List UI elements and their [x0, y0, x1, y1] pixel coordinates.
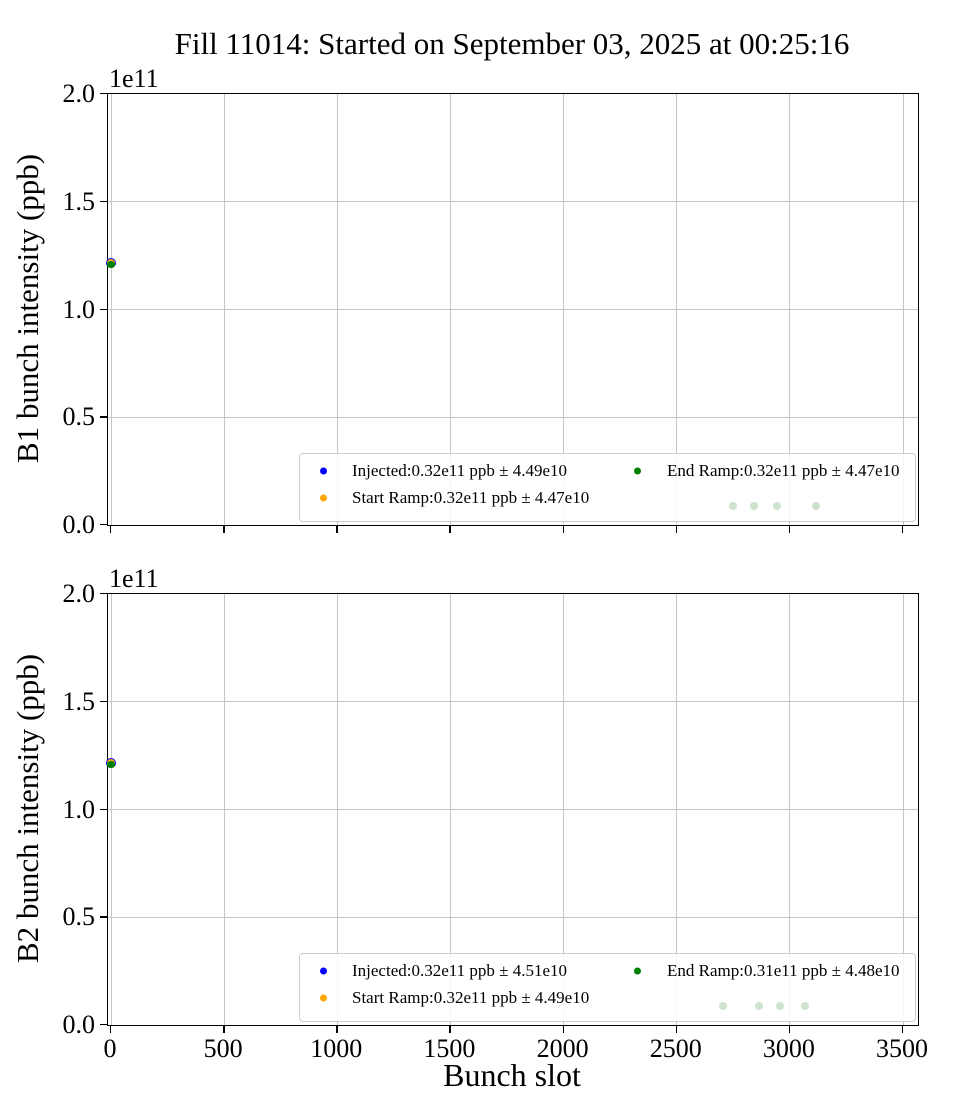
- faint-data-point: [729, 501, 738, 510]
- y-gridline: [108, 309, 918, 310]
- y-axis-offset-label-b1: 1e11: [109, 64, 159, 93]
- x-tick-label: 3500: [876, 1034, 928, 1063]
- figure-title: Fill 11014: Started on September 03, 202…: [174, 26, 850, 61]
- faint-data-point: [811, 501, 820, 510]
- legend-entry: Injected:0.32e11 ppb ± 4.49e10: [300, 461, 915, 481]
- y-tick-label: 2.0: [62, 579, 96, 608]
- legend-entry: End Ramp:0.31e11 ppb ± 4.48e10: [300, 961, 915, 981]
- x-tick-mark: [788, 526, 791, 533]
- legend-label: Injected:0.32e11 ppb ± 4.51e10: [352, 961, 568, 980]
- x-tick-mark: [675, 526, 678, 533]
- x-axis-label: Bunch slot: [443, 1057, 581, 1093]
- y-tick-label: 1.5: [62, 686, 96, 716]
- legend-entry: End Ramp:0.32e11 ppb ± 4.47e10: [300, 461, 915, 481]
- faint-data-point: [775, 1001, 784, 1010]
- x-tick-mark: [110, 1026, 112, 1033]
- legend-label: Start Ramp:0.32e11 ppb ± 4.47e10: [352, 488, 590, 507]
- injected-legend-marker-icon: [320, 967, 327, 975]
- x-tick-mark: [675, 1026, 678, 1033]
- x-tick-mark: [336, 1026, 338, 1033]
- y-tick-mark: [100, 593, 107, 595]
- x-tick-mark: [788, 1026, 791, 1033]
- y-tick-label: 0.0: [62, 510, 96, 539]
- x-tick-mark: [562, 1026, 564, 1033]
- legend-entry: Start Ramp:0.32e11 ppb ± 4.47e10: [300, 488, 915, 508]
- subplot-b2: Injected:0.32e11 ppb ± 4.51e10 Start Ramp…: [106, 593, 919, 1026]
- end-ramp-data-point: [107, 260, 115, 269]
- legend-label: Start Ramp:0.32e11 ppb ± 4.49e10: [352, 988, 590, 1007]
- legend-label: End Ramp:0.31e11 ppb ± 4.48e10: [667, 961, 900, 980]
- x-tick-mark: [449, 526, 451, 533]
- end-ramp-legend-marker-icon: [634, 467, 641, 475]
- y-gridline: [108, 416, 918, 418]
- y-tick-mark: [100, 700, 107, 703]
- y-gridline: [108, 701, 918, 703]
- x-tick-mark: [223, 1026, 225, 1033]
- x-tick-label: 1000: [310, 1034, 363, 1063]
- y-tick-mark: [100, 308, 107, 310]
- legend-label: Injected:0.32e11 ppb ± 4.49e10: [352, 461, 568, 480]
- x-tick-mark: [562, 526, 564, 533]
- legend-entry: Injected:0.32e11 ppb ± 4.51e10: [300, 961, 915, 981]
- x-tick-label: 0: [103, 1034, 117, 1063]
- x-tick-label: 3000: [762, 1034, 815, 1063]
- y-tick-label: 1.0: [62, 294, 96, 324]
- start-ramp-legend-marker-icon: [320, 494, 327, 502]
- y-tick-label: 1.0: [62, 794, 96, 824]
- y-tick-label: 1.5: [62, 186, 96, 216]
- faint-data-point: [773, 501, 782, 510]
- faint-data-point: [800, 1001, 809, 1010]
- x-tick-mark: [902, 1026, 904, 1033]
- y-tick-label: 2.0: [62, 79, 96, 108]
- legend-label: End Ramp:0.32e11 ppb ± 4.47e10: [667, 461, 900, 480]
- y-tick-mark: [100, 200, 107, 203]
- y-tick-mark: [100, 524, 107, 526]
- x-tick-label: 2500: [649, 1034, 702, 1063]
- end-ramp-legend-marker-icon: [634, 967, 641, 975]
- y-tick-mark: [100, 93, 107, 95]
- y-tick-mark: [100, 808, 107, 810]
- x-tick-mark: [223, 526, 225, 533]
- y-tick-mark: [100, 1024, 107, 1026]
- x-tick-mark: [902, 526, 904, 533]
- injected-legend-marker-icon: [320, 467, 327, 475]
- faint-data-point: [755, 1001, 764, 1010]
- x-tick-mark: [110, 526, 112, 533]
- x-tick-mark: [336, 526, 338, 533]
- subplot-b1: Injected:0.32e11 ppb ± 4.49e10 Start Ramp…: [106, 93, 919, 526]
- faint-data-point: [749, 501, 758, 510]
- y-axis-offset-label-b2: 1e11: [109, 564, 159, 593]
- y-gridline: [108, 809, 918, 810]
- start-ramp-legend-marker-icon: [320, 994, 327, 1002]
- x-tick-label: 2000: [536, 1034, 589, 1063]
- faint-data-point: [719, 1001, 728, 1010]
- y-tick-label: 0.5: [62, 402, 96, 432]
- y-tick-label: 0.5: [62, 902, 96, 932]
- end-ramp-data-point: [107, 760, 115, 769]
- legend: Injected:0.32e11 ppb ± 4.49e10 Start Ramp…: [299, 453, 916, 522]
- x-tick-label: 500: [203, 1034, 243, 1063]
- x-tick-mark: [449, 1026, 451, 1033]
- legend: Injected:0.32e11 ppb ± 4.51e10 Start Ramp…: [299, 953, 916, 1022]
- x-tick-label: 1500: [423, 1034, 476, 1063]
- y-tick-mark: [100, 416, 107, 418]
- y-tick-label: 0.0: [62, 1010, 96, 1039]
- y-gridline: [108, 916, 918, 918]
- y-gridline: [108, 201, 918, 203]
- legend-entry: Start Ramp:0.32e11 ppb ± 4.49e10: [300, 988, 915, 1008]
- y-tick-mark: [100, 916, 107, 918]
